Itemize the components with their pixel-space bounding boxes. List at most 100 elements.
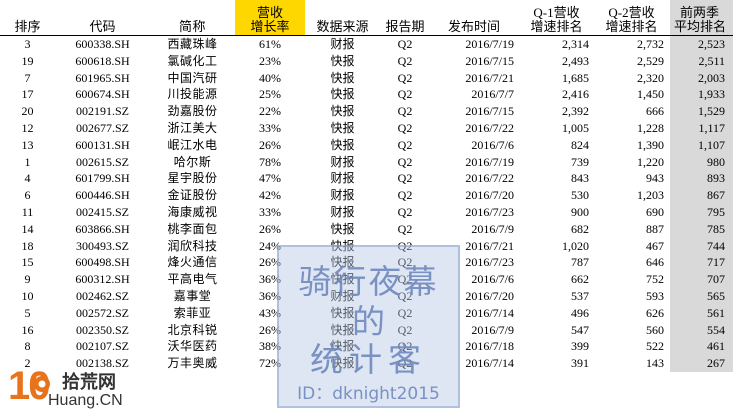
cell-source: 快报 xyxy=(330,137,355,152)
watermark-id: ID：dknight2015 xyxy=(297,384,440,404)
table-row: 2 002138.SZ 万丰奥威 72% 快报 Q2 2016/7/14 391 143 267 xyxy=(0,355,733,372)
cell-source: 财报 xyxy=(330,37,355,51)
logo-site-name: 拾荒网 xyxy=(62,372,116,393)
cell-source: 快报 xyxy=(330,339,355,354)
cell-date: 2016/7/19 xyxy=(465,154,514,169)
cell-q2-rank: 646 xyxy=(646,255,664,270)
cell-q1-rank: 662 xyxy=(571,272,589,287)
cell-rank: 4 xyxy=(24,171,31,186)
cell-code: 002191.SZ xyxy=(75,104,129,119)
cell-name: 嘉事堂 xyxy=(173,288,212,303)
cell-period: Q2 xyxy=(397,104,413,119)
cell-avg-rank: 867 xyxy=(670,187,733,204)
cell-name: 星宇股份 xyxy=(167,171,218,186)
table-row: 17 600674.SH 川投能源 25% 快报 Q2 2016/7/7 2,416 1,450… xyxy=(0,86,733,104)
ranking-table-container: 排序 代码 简称 营收 增长率 数据来源 报告期 发布时间 Q-1营收 增速排名 Q… xyxy=(0,0,733,372)
cell-date: 2016/7/15 xyxy=(465,53,514,68)
cell-rank: 9 xyxy=(24,272,31,287)
cell-avg-rank: 980 xyxy=(670,153,733,171)
cell-date: 2016/7/22 xyxy=(465,120,514,135)
cell-avg-rank: 565 xyxy=(670,287,733,305)
cell-q1-rank: 391 xyxy=(571,356,589,371)
header-row: 排序 代码 简称 营收 增长率 数据来源 报告期 发布时间 Q-1营收 增速排名 Q… xyxy=(0,0,733,36)
cell-source: 快报 xyxy=(330,221,355,236)
cell-avg-rank: 717 xyxy=(670,254,733,272)
cell-q2-rank: 626 xyxy=(646,305,664,320)
header-q1: Q-1营收 增速排名 xyxy=(520,0,595,36)
cell-name: 岷江水电 xyxy=(167,137,218,152)
cell-period: Q2 xyxy=(397,305,413,320)
table-row: 11 002415.SZ 海康威视 33% 财报 Q2 2016/7/23 900 690 795 xyxy=(0,203,733,221)
cell-code: 300493.SZ xyxy=(75,238,129,253)
cell-avg-rank: 2,523 xyxy=(670,35,733,53)
cell-name: 烽火通信 xyxy=(167,255,218,270)
cell-rank: 6 xyxy=(24,188,31,203)
table-row: 13 600131.SH 岷江水电 26% 快报 Q2 2016/7/6 824 1,390 1,… xyxy=(0,136,733,154)
cell-source: 快报 xyxy=(330,305,355,320)
cell-date: 2016/7/6 xyxy=(471,137,514,152)
cell-source: 财报 xyxy=(330,171,355,186)
cell-period: Q2 xyxy=(397,137,413,152)
cell-period: Q2 xyxy=(397,87,413,102)
header-avg: 前两季 平均排名 xyxy=(670,0,733,36)
cell-name: 北京科锐 xyxy=(167,322,218,337)
cell-name: 浙江美大 xyxy=(167,120,218,135)
cell-rank: 13 xyxy=(21,137,34,152)
cell-rank: 14 xyxy=(21,221,34,236)
cell-q1-rank: 537 xyxy=(571,288,589,303)
cell-source: 财报 xyxy=(330,288,355,303)
cell-source: 快报 xyxy=(330,356,355,371)
cell-q2-rank: 1,390 xyxy=(637,137,664,152)
cell-date: 2016/7/20 xyxy=(465,188,514,203)
cell-period: Q2 xyxy=(397,221,413,236)
cell-q1-rank: 682 xyxy=(571,221,589,236)
cell-name: 海康威视 xyxy=(167,204,218,219)
cell-date: 2016/7/22 xyxy=(465,171,514,186)
cell-avg-rank: 2,511 xyxy=(670,52,733,70)
cell-date: 2016/7/7 xyxy=(471,87,514,102)
table-row: 14 603866.SH 桃李面包 26% 快报 Q2 2016/7/9 682 887 785 xyxy=(0,220,733,238)
cell-date: 2016/7/15 xyxy=(465,104,514,119)
cell-q2-rank: 560 xyxy=(646,322,664,337)
cell-name: 润欣科技 xyxy=(167,238,218,253)
cell-growth: 24% xyxy=(259,238,281,253)
cell-rank: 15 xyxy=(21,255,34,270)
header-growth-line2: 增长率 xyxy=(250,19,290,34)
cell-code: 601799.SH xyxy=(75,171,130,186)
cell-code: 603866.SH xyxy=(75,221,130,236)
cell-rank: 16 xyxy=(21,322,34,337)
header-code: 代码 xyxy=(89,19,116,34)
cell-avg-rank: 561 xyxy=(670,304,733,322)
cell-rank: 10 xyxy=(21,288,34,303)
site-logo: 10 拾荒网 Huang.CN xyxy=(6,364,166,414)
cell-q2-rank: 690 xyxy=(646,204,664,219)
cell-name: 金证股份 xyxy=(167,188,218,203)
cell-source: 快报 xyxy=(330,255,355,270)
cell-source: 快报 xyxy=(330,322,355,337)
cell-name: 中国汽研 xyxy=(167,70,218,85)
table-row: 4 601799.SH 星宇股份 47% 财报 Q2 2016/7/22 843 943 893 xyxy=(0,170,733,188)
cell-growth: 26% xyxy=(259,221,281,236)
cell-q2-rank: 593 xyxy=(646,288,664,303)
cell-growth: 33% xyxy=(259,204,281,219)
cell-source: 快报 xyxy=(330,53,355,68)
cell-growth: 26% xyxy=(259,322,281,337)
cell-q1-rank: 1,020 xyxy=(562,238,589,253)
table-row: 18 300493.SZ 润欣科技 24% 快报 Q2 2016/7/21 1,020 467 7… xyxy=(0,237,733,255)
cell-date: 2016/7/21 xyxy=(465,70,514,85)
cell-code: 600131.SH xyxy=(75,137,130,152)
cell-q1-rank: 530 xyxy=(571,188,589,203)
cell-name: 川投能源 xyxy=(167,87,218,102)
cell-avg-rank: 893 xyxy=(670,170,733,188)
cell-source: 快报 xyxy=(330,120,355,135)
cell-name: 沃华医药 xyxy=(167,339,218,354)
cell-avg-rank: 1,933 xyxy=(670,86,733,104)
cell-period: Q2 xyxy=(397,154,413,169)
cell-code: 002107.SZ xyxy=(75,339,129,354)
cell-date: 2016/7/9 xyxy=(471,221,514,236)
cell-rank: 11 xyxy=(21,204,34,219)
cell-q1-rank: 1,685 xyxy=(562,70,589,85)
cell-code: 002462.SZ xyxy=(75,288,129,303)
cell-date: 2016/7/20 xyxy=(465,288,514,303)
cell-growth: 43% xyxy=(259,305,281,320)
